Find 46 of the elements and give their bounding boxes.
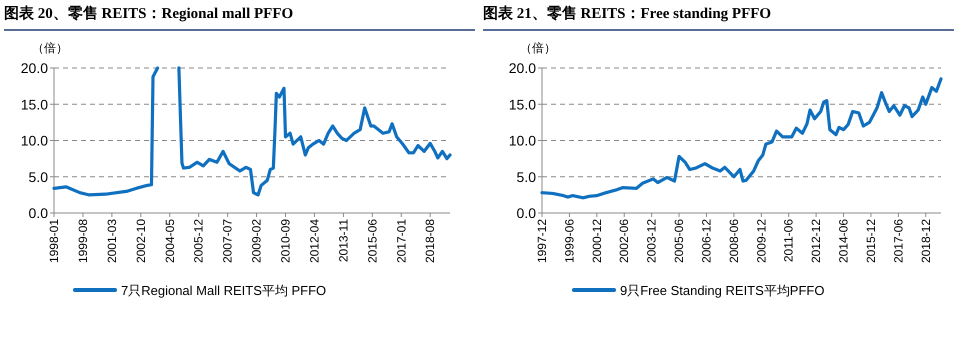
x-tick-label: 1997-12 xyxy=(535,218,549,264)
chart-title: 图表 21、零售 REITS：Free standing PFFO xyxy=(483,5,772,22)
x-tick-label: 2014-06 xyxy=(836,218,851,264)
x-tick-label: 2011-06 xyxy=(782,218,796,262)
legend-label: 7只Regional Mall REITS平均 PFFO xyxy=(121,283,326,298)
y-tick-label: 20.0 xyxy=(508,60,536,76)
y-tick-label: 15.0 xyxy=(20,96,48,112)
x-tick-label: 2017-01 xyxy=(394,218,408,264)
x-tick-label: 2005-12 xyxy=(192,218,206,264)
y-tick-label: 15.0 xyxy=(508,96,536,112)
x-tick-label: 2003-12 xyxy=(644,218,659,264)
y-tick-label: 10.0 xyxy=(20,132,48,148)
x-tick-label: 2006-12 xyxy=(699,218,714,264)
x-tick-label: 1999-08 xyxy=(76,218,90,264)
x-tick-label: 2015-06 xyxy=(365,218,380,264)
x-tick-label: 2000-12 xyxy=(590,218,604,264)
x-tick-label: 2009-02 xyxy=(250,218,264,264)
x-tick-label: 1998-01 xyxy=(47,218,61,264)
y-tick-label: 5.0 xyxy=(28,168,48,185)
x-tick-label: 2008-06 xyxy=(726,218,741,264)
line-series xyxy=(540,77,943,200)
x-tick-label: 1999-06 xyxy=(562,218,576,264)
x-tick-label: 2018-12 xyxy=(918,218,933,264)
y-tick-label: 5.0 xyxy=(516,168,536,185)
x-tick-label: 2001-03 xyxy=(104,218,119,264)
x-tick-label: 2018-08 xyxy=(423,218,438,264)
x-tick-label: 2007-07 xyxy=(220,218,235,264)
x-tick-label: 2009-12 xyxy=(754,218,768,264)
x-tick-label: 2012-12 xyxy=(809,218,824,264)
y-axis-title: （倍） xyxy=(32,41,68,55)
y-tick-label: 10.0 xyxy=(508,132,536,148)
x-tick-label: 2012-04 xyxy=(307,218,322,264)
x-tick-label: 2004-05 xyxy=(162,218,177,264)
y-tick-label: 20.0 xyxy=(20,60,48,76)
y-tick-label: 0.0 xyxy=(28,205,48,221)
x-tick-label: 2010-09 xyxy=(278,218,293,264)
x-tick-label: 2015-12 xyxy=(864,218,878,264)
chart-title: 图表 20、零售 REITS：Regional mall PFFO xyxy=(4,5,294,22)
x-tick-label: 2017-06 xyxy=(891,218,906,264)
x-tick-label: 2013-11 xyxy=(336,218,350,262)
x-tick-label: 2002-06 xyxy=(617,218,632,264)
x-tick-label: 2002-10 xyxy=(134,218,148,264)
legend-label: 9只Free Standing REITS平均PFFO xyxy=(620,283,824,298)
y-tick-label: 0.0 xyxy=(516,205,536,221)
x-tick-label: 2005-06 xyxy=(672,218,686,264)
y-axis-title: （倍） xyxy=(520,41,556,55)
